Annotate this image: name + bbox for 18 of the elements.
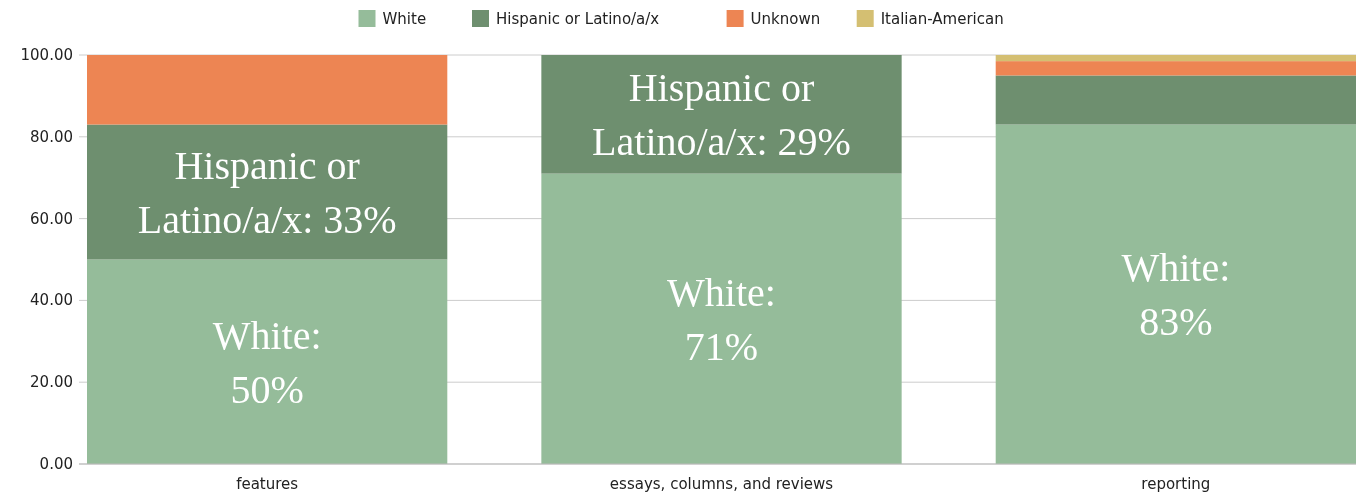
y-tick-label: 80.00 [30, 127, 73, 146]
data-label: White: 71% [667, 269, 776, 369]
data-label: Hispanic or Latino/a/x: 33% [137, 142, 397, 242]
legend-label: White [382, 10, 427, 28]
x-tick-label: features [236, 475, 299, 493]
y-tick-label: 100.00 [20, 46, 73, 64]
y-tick-label: 0.00 [39, 455, 73, 473]
data-label: Hispanic or Latino/a/x: 29% [592, 64, 851, 164]
x-tick-label: reporting [1141, 475, 1211, 493]
y-tick-label: 20.00 [30, 373, 73, 392]
legend-label: Italian-American [880, 10, 1004, 28]
legend-label: Unknown [750, 10, 821, 28]
data-label: White: 83% [1121, 244, 1231, 344]
data-label: White: 50% [212, 312, 322, 412]
y-tick-label: 40.00 [30, 291, 73, 310]
y-tick-label: 60.00 [30, 209, 73, 228]
legend-label: Hispanic or Latino/a/x [496, 10, 660, 28]
x-tick-label: essays, columns, and reviews [609, 475, 834, 493]
